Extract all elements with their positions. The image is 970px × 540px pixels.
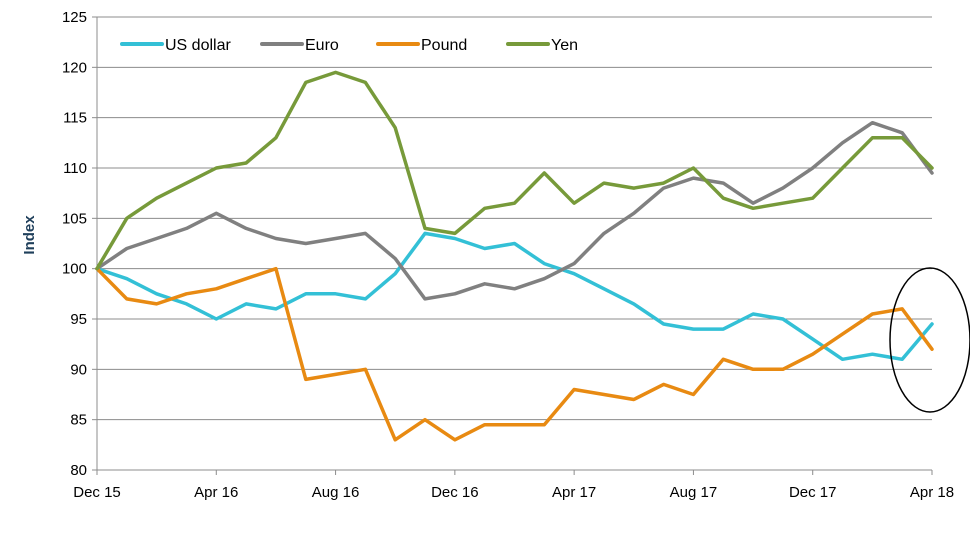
y-tick-label: 115: [63, 110, 87, 127]
x-tick-label: Aug 16: [312, 484, 360, 501]
legend: US dollar Euro Pound Yen: [120, 37, 578, 54]
x-tick-label: Apr 18: [910, 484, 954, 501]
x-tick-label: Aug 17: [670, 484, 718, 501]
x-tick-label: Apr 16: [194, 484, 238, 501]
x-axis-ticks: Dec 15 Apr 16 Aug 16 Dec 16 Apr 17 Aug 17 Dec …: [73, 470, 954, 501]
y-tick-label: 125: [62, 9, 87, 26]
legend-label: US dollar: [165, 37, 231, 54]
y-tick-label: 120: [62, 59, 87, 76]
gridlines: [97, 16, 932, 471]
y-axis-title: Index: [21, 215, 38, 255]
y-tick-label: 110: [63, 160, 87, 177]
y-tick-label: 105: [62, 210, 87, 227]
y-tick-label: 80: [70, 462, 87, 479]
series-line-euro: [95, 120, 934, 301]
legend-label: Euro: [305, 37, 339, 54]
y-axis-ticks: 80 85 90 95 100 105 110 115 120 125: [62, 9, 97, 479]
legend-label: Yen: [551, 37, 578, 54]
y-tick-label: 85: [70, 412, 87, 429]
legend-label: Pound: [421, 37, 467, 54]
series-lines: [95, 70, 934, 442]
series-line-yen: [95, 70, 934, 271]
y-tick-label: 100: [62, 261, 87, 278]
x-tick-label: Dec 17: [789, 484, 837, 501]
x-tick-label: Apr 17: [552, 484, 596, 501]
x-tick-label: Dec 15: [73, 484, 121, 501]
series-line-us-dollar: [95, 231, 934, 362]
x-tick-label: Dec 16: [431, 484, 479, 501]
y-tick-label: 95: [70, 311, 87, 328]
highlight-ellipse: [889, 267, 970, 413]
y-tick-label: 90: [70, 361, 87, 378]
series-line-pound: [95, 266, 934, 442]
